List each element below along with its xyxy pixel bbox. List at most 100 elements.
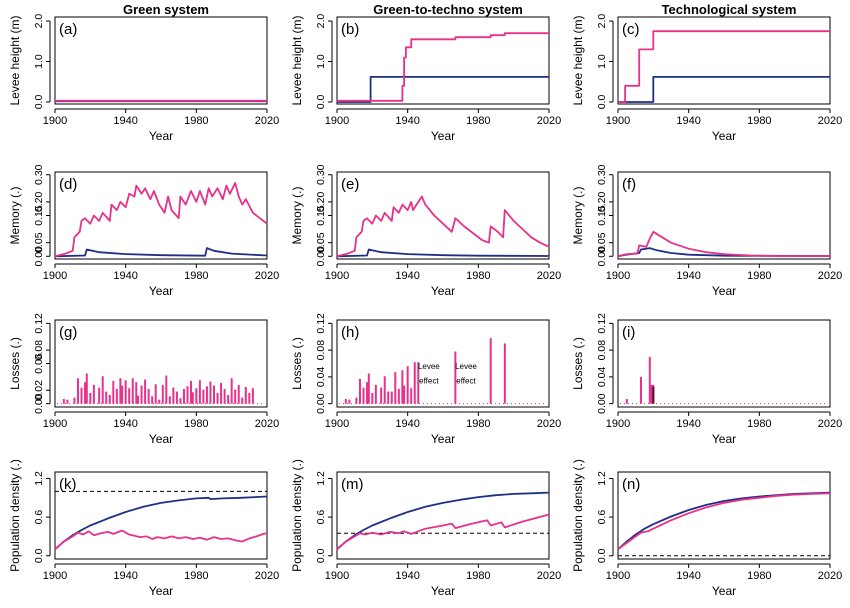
x-tick-label: 1900 — [606, 115, 630, 127]
column-title-green-to-techno: Green-to-techno system — [373, 2, 523, 17]
x-tick-label: 1900 — [606, 418, 630, 430]
x-tick-label: 2020 — [537, 570, 561, 582]
y-tick-label: 0.30 — [33, 164, 45, 185]
plot-frame — [617, 471, 831, 560]
y-axis-label: Population density (.) — [571, 459, 585, 572]
y-axis-label: Memory (.) — [8, 187, 22, 245]
x-tick-label: 1980 — [184, 418, 208, 430]
x-tick-label: 1980 — [184, 570, 208, 582]
plot-frame — [336, 319, 550, 408]
panel-f: 1900 1940 1980 2020 Year 0.000.05 0.150.20 0.30… — [571, 164, 842, 298]
x-tick-label: 1900 — [325, 270, 349, 282]
y-axis-label: Levee height (m) — [571, 15, 585, 105]
y-tick-label: 1.2 — [33, 471, 45, 486]
x-tick-label: 1900 — [43, 115, 67, 127]
plot-frame — [617, 319, 831, 408]
x-axis-label: Year — [712, 129, 736, 143]
series-line-blue — [54, 495, 268, 550]
y-tick-label: 1.0 — [33, 54, 45, 69]
x-axis-label: Year — [712, 284, 736, 298]
y-tick-label: 1.2 — [315, 471, 327, 486]
x-tick-label: 1980 — [184, 115, 208, 127]
y-tick-label: 0.08 — [33, 340, 45, 361]
column-title-technological: Technological system — [661, 2, 797, 17]
plot-frame — [54, 171, 268, 260]
x-axis-label: Year — [149, 432, 173, 446]
x-tick-label: 2020 — [537, 270, 561, 282]
x-tick-label: 1940 — [395, 115, 419, 127]
x-axis-label: Year — [149, 284, 173, 298]
x-axis-label: Year — [149, 129, 173, 143]
plot-frame — [54, 16, 268, 105]
series-line-blue — [337, 76, 549, 103]
y-axis-label: Losses (.) — [290, 337, 304, 390]
x-tick-label: 1900 — [606, 270, 630, 282]
x-tick-label: 1980 — [466, 115, 490, 127]
panel-b: 1900 1940 1980 2020 Year 0.0 1.0 2.0 Levee heigh… — [290, 14, 561, 143]
panel-tag: (h) — [341, 324, 359, 341]
y-tick-label: 0.08 — [315, 340, 327, 361]
panel-tag: (k) — [59, 476, 77, 493]
x-tick-label: 1900 — [325, 570, 349, 582]
x-axis-label: Year — [712, 432, 736, 446]
y-axis-label: Losses (.) — [571, 337, 585, 390]
y-tick-label: 1.2 — [596, 471, 608, 486]
annotation-text: Levee — [455, 362, 477, 371]
panel-i: 1900 1940 1980 2020 Year 0.00 0.04 0.08 0.12 Loss… — [571, 313, 842, 446]
y-tick-label: 0.30 — [596, 164, 608, 185]
panel-tag: (e) — [341, 176, 359, 193]
series-line-pink — [336, 195, 550, 258]
series-line-pink — [617, 492, 831, 551]
series-line-blue — [617, 247, 831, 258]
y-tick-label: 0.12 — [33, 313, 45, 334]
y-tick-label: 0.02 — [33, 380, 45, 401]
x-tick-label: 2020 — [818, 570, 842, 582]
y-tick-label: 0.0 — [33, 95, 45, 110]
y-tick-label: 0.00 — [33, 393, 45, 414]
y-tick-label: 0.00 — [315, 246, 327, 267]
y-axis-label: Population density (.) — [8, 459, 22, 572]
x-tick-label: 1940 — [395, 418, 419, 430]
y-tick-label: 0.20 — [315, 192, 327, 213]
panel-e: 1900 1940 1980 2020 Year 0.000.05 0.150.20 0.30… — [290, 164, 561, 298]
plot-frame — [54, 471, 268, 560]
y-tick-label: 0.0 — [596, 95, 608, 110]
series-line-pink — [54, 182, 268, 258]
series-line-pink — [54, 529, 268, 550]
y-tick-label: 1.0 — [315, 54, 327, 69]
panel-m: 1900 1940 1980 2020 Year 0.0 0.6 1.2 Population … — [290, 459, 561, 598]
x-tick-label: 1980 — [466, 570, 490, 582]
y-tick-label: 0.15 — [315, 205, 327, 226]
x-tick-label: 1940 — [113, 570, 137, 582]
x-tick-label: 1900 — [43, 270, 67, 282]
series-line-blue — [617, 491, 831, 550]
y-tick-label: 0.00 — [33, 246, 45, 267]
panel-tag: (f) — [622, 176, 636, 193]
plot-frame — [617, 16, 831, 105]
y-tick-label: 0.00 — [315, 393, 327, 414]
panel-h: 1900 1940 1980 2020 Year 0.00 0.04 0.08 0.12 Loss… — [290, 313, 561, 446]
y-tick-label: 0.15 — [33, 205, 45, 226]
y-tick-label: 0.20 — [33, 192, 45, 213]
y-tick-label: 0.12 — [596, 313, 608, 334]
series-line-blue — [336, 248, 550, 258]
y-tick-label: 0.04 — [596, 367, 608, 388]
y-tick-label: 2.0 — [315, 14, 327, 29]
plot-frame — [336, 471, 550, 560]
x-tick-label: 1980 — [747, 270, 771, 282]
x-tick-label: 1900 — [325, 418, 349, 430]
x-axis-label: Year — [431, 432, 455, 446]
x-tick-label: 2020 — [537, 115, 561, 127]
x-tick-label: 1940 — [676, 570, 700, 582]
column-title-green: Green system — [123, 2, 209, 17]
x-tick-label: 1940 — [676, 418, 700, 430]
x-tick-label: 2020 — [255, 270, 279, 282]
plot-frame — [336, 171, 550, 260]
x-tick-label: 1980 — [747, 115, 771, 127]
panel-tag: (n) — [622, 476, 640, 493]
y-tick-label: 0.05 — [33, 232, 45, 253]
panel-k: 1900 1940 1980 2020 Year 0.0 0.6 1.2 Population … — [8, 459, 279, 598]
panel-tag: (c) — [622, 21, 640, 38]
x-tick-label: 2020 — [818, 418, 842, 430]
x-axis-label: Year — [431, 584, 455, 598]
